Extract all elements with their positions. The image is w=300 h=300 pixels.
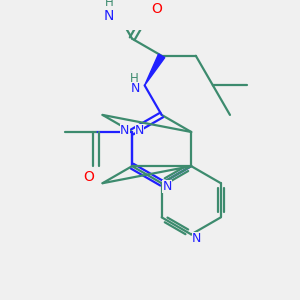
Text: N: N xyxy=(192,232,201,245)
Text: H: H xyxy=(105,0,114,9)
Text: N: N xyxy=(104,9,114,23)
Polygon shape xyxy=(145,54,165,86)
Text: H: H xyxy=(130,72,138,85)
Text: O: O xyxy=(84,170,94,184)
Text: N: N xyxy=(162,180,172,193)
Text: N: N xyxy=(131,82,140,95)
Text: N: N xyxy=(120,124,130,137)
Text: N: N xyxy=(135,124,144,137)
Text: O: O xyxy=(152,2,162,16)
